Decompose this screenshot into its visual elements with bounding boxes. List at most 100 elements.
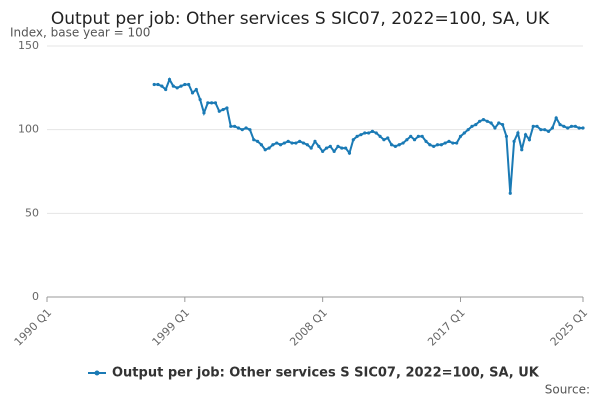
data-point [233,124,237,128]
data-point [271,143,275,147]
data-point [294,141,298,145]
data-point [248,128,252,132]
data-point [328,144,332,148]
data-point [290,141,294,145]
y-tick-label: 100 [18,123,39,136]
data-point [313,139,317,143]
data-point [301,141,306,145]
data-point [229,124,233,128]
data-point [424,139,428,143]
data-point [363,131,367,135]
data-point [183,82,187,87]
data-point [340,146,344,150]
data-point [527,138,532,142]
data-point [393,144,397,148]
data-point [432,144,436,148]
data-point [577,126,581,130]
data-point [359,133,363,137]
chart-title: Output per job: Other services S SIC07, … [51,9,550,29]
data-point [167,77,172,82]
data-point [493,126,497,130]
legend-label: Output per job: Other services S SIC07, … [112,366,540,381]
data-point [397,143,401,147]
data-point [481,118,486,122]
data-point [535,124,539,128]
data-line [154,77,583,194]
data-point [160,84,164,88]
x-tick-label: 1999 Q1 [150,306,193,349]
data-point [286,139,290,143]
data-point [389,143,394,147]
data-point [428,143,432,147]
data-point [240,128,244,132]
data-point [317,144,321,148]
data-point [569,124,574,128]
data-point [275,141,279,145]
data-point [175,86,179,90]
data-point [558,123,562,127]
data-point [546,129,551,133]
data-point [378,134,382,138]
legend-marker [94,370,100,376]
data-point [550,126,554,130]
data-point [278,143,283,147]
data-point [259,143,263,147]
data-point [351,138,355,142]
data-point [508,191,512,195]
data-point [252,138,256,142]
data-point [225,106,229,110]
data-point [531,124,535,128]
data-point [451,141,455,145]
data-point [347,151,352,155]
data-point [321,149,325,154]
data-point [466,128,470,132]
data-point [416,134,420,138]
data-point [190,91,195,95]
data-point [512,139,516,143]
data-point [298,139,302,143]
x-tick-label: 2008 Q1 [287,306,330,349]
data-point [489,121,493,125]
data-point [409,134,413,138]
data-point [198,97,202,102]
data-point [386,136,390,140]
data-point [470,124,474,128]
data-point [267,146,271,150]
data-point [543,128,547,132]
data-point [194,87,198,92]
data-point [504,134,509,138]
data-point [554,116,558,120]
data-point [255,139,260,143]
data-point [210,101,214,105]
data-point [244,126,248,130]
data-point [520,148,524,152]
data-point [221,107,225,112]
data-point [164,87,168,92]
data-point [497,121,501,125]
chart-subtitle: Index, base year = 100 [10,26,150,40]
data-point [523,133,528,137]
data-point [485,119,489,123]
data-point [401,141,405,145]
data-point [405,138,409,142]
data-point [474,123,478,127]
data-point [336,144,340,148]
y-tick-label: 50 [25,206,39,219]
data-point [217,109,221,113]
data-point [435,143,440,147]
data-point [462,131,466,135]
data-point [344,146,348,150]
x-tick-label: 1990 Q1 [12,306,55,349]
data-point [562,124,566,128]
data-point [420,134,424,138]
data-point [202,111,206,115]
data-point [179,84,183,88]
data-point [455,141,459,145]
data-point [171,84,175,88]
data-point [367,131,371,135]
data-point [412,138,417,142]
data-point [478,119,482,123]
data-point [382,138,386,142]
data-point [439,143,443,147]
